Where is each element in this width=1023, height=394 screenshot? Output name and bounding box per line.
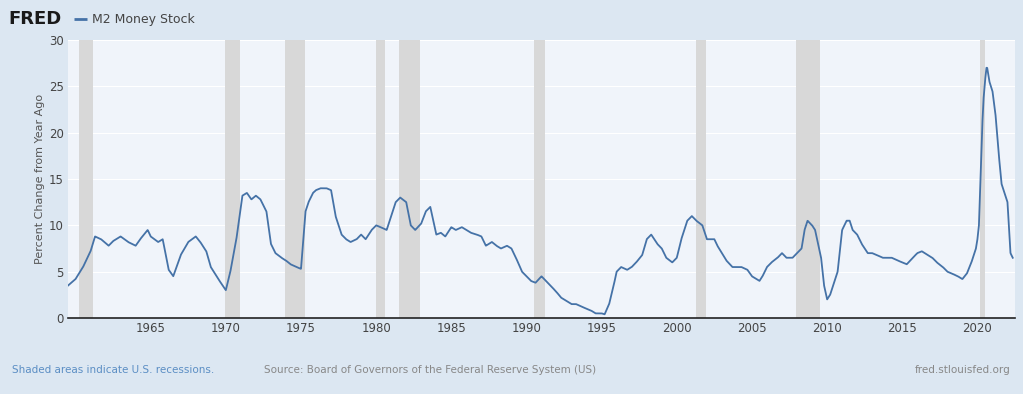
Bar (376, 40, 385, 318)
Bar (399, 40, 420, 318)
Bar (225, 40, 239, 318)
Bar (284, 40, 305, 318)
Y-axis label: Percent Change from Year Ago: Percent Change from Year Ago (35, 94, 45, 264)
Bar (696, 40, 706, 318)
Text: Source: Board of Governors of the Federal Reserve System (US): Source: Board of Governors of the Federa… (264, 366, 595, 375)
Bar (534, 40, 545, 318)
Bar (796, 40, 819, 318)
Bar (79, 40, 93, 318)
Text: M2 Money Stock: M2 Money Stock (92, 13, 194, 26)
Text: Shaded areas indicate U.S. recessions.: Shaded areas indicate U.S. recessions. (12, 366, 215, 375)
Text: FRED: FRED (8, 10, 61, 28)
Text: fred.stlouisfed.org: fred.stlouisfed.org (915, 366, 1011, 375)
Bar (980, 40, 985, 318)
